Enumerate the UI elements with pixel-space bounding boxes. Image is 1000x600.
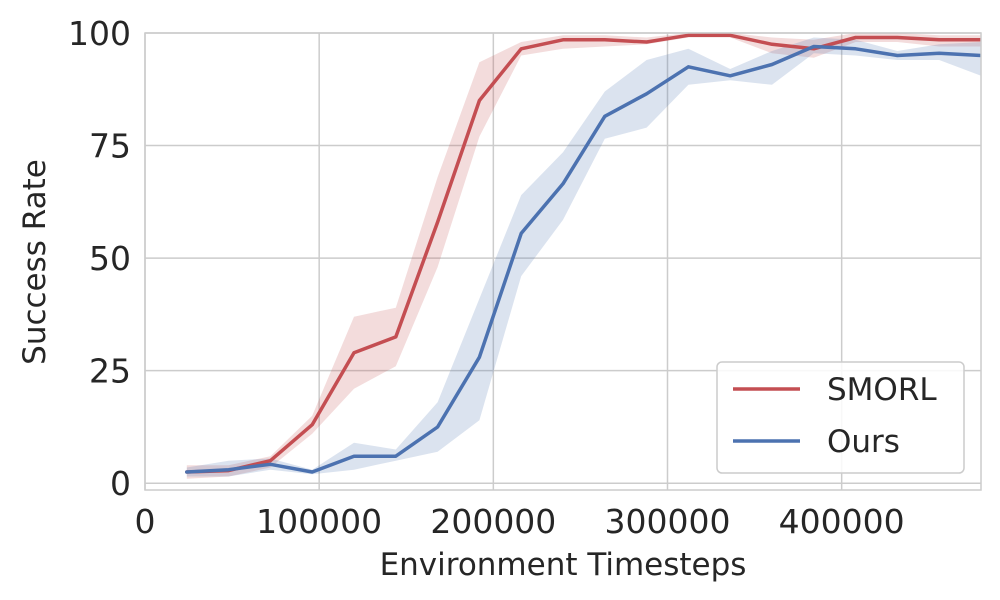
y-tick-label: 0 [110, 464, 131, 503]
series-lines [185, 33, 981, 474]
y-tick-label: 75 [89, 127, 131, 166]
x-axis-label: Environment Timesteps [380, 547, 747, 583]
x-tick-label: 300000 [605, 502, 731, 541]
band-smorl [186, 33, 981, 479]
legend-label-ours: Ours [827, 424, 900, 460]
plot-border [144, 32, 982, 491]
x-tick-label: 200000 [430, 502, 556, 541]
legend-label-smorl: SMORL [827, 372, 937, 408]
confidence-bands [186, 33, 981, 479]
y-tick-label: 50 [89, 239, 131, 278]
y-tick-labels: 0 25 50 75 100 [68, 14, 131, 503]
series-line-ours [185, 44, 981, 474]
y-tick-label: 25 [89, 352, 131, 391]
y-axis-label: Success Rate [17, 159, 53, 365]
y-tick-label: 100 [68, 14, 131, 53]
x-tick-labels: 0 100000 200000 300000 400000 [135, 502, 905, 541]
x-tick-label: 0 [135, 502, 156, 541]
legend: SMORL Ours [716, 361, 965, 474]
band-ours [186, 37, 981, 477]
series-line-smorl [185, 33, 981, 474]
plot-frame [144, 32, 982, 491]
x-tick-label: 100000 [256, 502, 382, 541]
x-tick-label: 400000 [779, 502, 905, 541]
